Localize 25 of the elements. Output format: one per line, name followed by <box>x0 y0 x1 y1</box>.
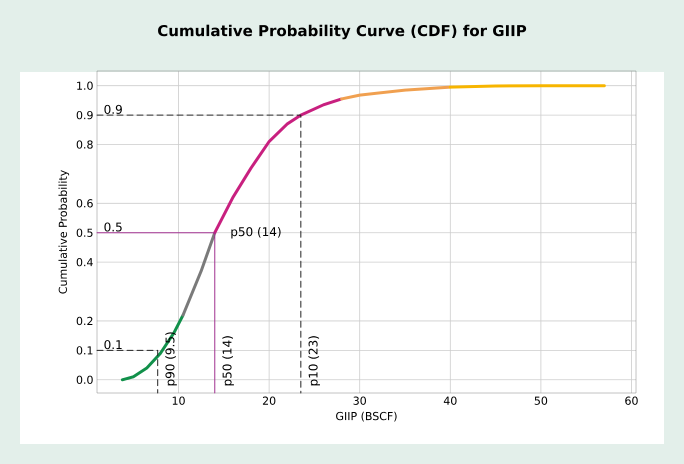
y-tick-label: 0.4 <box>76 258 93 266</box>
annotation: p10 (23) <box>308 336 320 386</box>
x-tick-label: 30 <box>354 396 366 405</box>
chart-title: Cumulative Probability Curve (CDF) for GIIP <box>158 24 526 40</box>
y-tick-label: 0.6 <box>76 199 93 208</box>
annotation: p50 (14) <box>231 226 281 239</box>
y-tick-label: 0.1 <box>76 346 92 355</box>
y-tick-label: 0.0 <box>76 376 93 384</box>
annotation: 0.1 <box>104 340 122 350</box>
x-tick-label: 60 <box>625 396 638 405</box>
annotation: 0.5 <box>104 222 122 232</box>
x-tick-label: 20 <box>262 396 276 405</box>
y-tick-label: 0.5 <box>76 228 93 237</box>
y-axis-title: Cumulative Probability <box>58 170 70 294</box>
x-tick-label: 10 <box>172 396 185 405</box>
y-tick-label: 0.2 <box>76 316 92 326</box>
y-tick-label: 0.9 <box>76 110 93 120</box>
annotation: p50 (14) <box>222 336 234 386</box>
y-tick-label: 1.0 <box>77 82 93 90</box>
x-tick-label: 50 <box>534 396 548 405</box>
y-tick-label: 0.8 <box>76 140 93 149</box>
annotation: 0.9 <box>104 104 122 114</box>
annotation: p90 (9.5) <box>165 332 177 386</box>
x-axis-title: GIIP (BSCF) <box>336 412 397 422</box>
x-tick-label: 40 <box>444 396 457 405</box>
